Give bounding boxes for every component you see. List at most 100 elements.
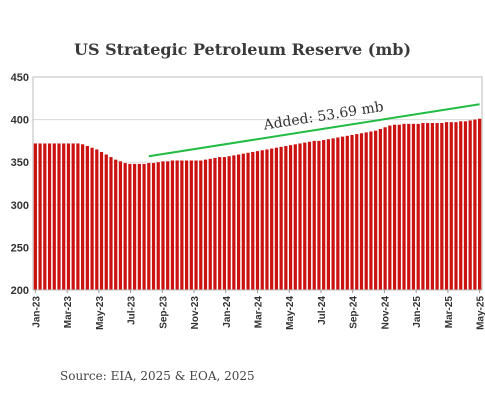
bar [189,160,193,290]
bar [322,140,326,290]
x-tick-label: May-25 [476,296,485,330]
bar [416,123,420,290]
bar [137,163,141,290]
y-tick-label: 450 [11,72,29,84]
bar [378,128,382,290]
bar [279,146,283,290]
x-tick-label: Mar-23 [63,296,74,329]
bar [227,156,231,290]
bar [359,133,364,290]
bar [151,163,156,290]
x-tick-label: Mar-24 [254,296,265,329]
bar [307,141,312,290]
bar [185,160,189,290]
bar [76,143,80,290]
bar [478,118,482,290]
bar [166,161,170,290]
bar [293,144,297,290]
bar [128,163,132,290]
bar [118,161,123,290]
bar [147,163,151,290]
bar [38,143,42,290]
bar [104,154,108,290]
x-tick-label: Jul-23 [127,296,138,325]
trend-line [148,103,480,158]
bar [246,152,250,290]
bar [175,160,179,290]
bar [203,159,208,290]
bar [199,160,203,290]
bar [218,157,222,290]
bar [241,153,245,290]
bars [33,118,482,291]
x-tick-label: Jan-23 [31,296,42,328]
x-tick-label: Nov-23 [190,296,201,330]
bar [383,127,387,291]
bar [426,123,430,290]
bar [449,122,453,290]
bar [170,160,175,290]
bar [90,147,94,290]
x-tick-label: Mar-25 [444,296,455,329]
y-tick-label: 350 [11,157,29,169]
x-tick-label: Sep-23 [158,296,169,329]
bar [374,130,378,290]
bar [331,138,335,290]
bar [326,139,330,290]
x-tick-label: Jan-25 [412,296,423,328]
bar [109,157,113,290]
bar [369,131,373,290]
bar [213,157,217,290]
bar [454,122,458,290]
bar [251,151,255,290]
y-axis: 200 250 300 350 400 450 [11,72,29,297]
bar [142,163,146,290]
bar [222,157,227,290]
bar [114,159,118,290]
bar [345,135,349,290]
bar [81,144,85,290]
chart-title: US Strategic Petroleum Reserve (mb) [73,40,412,59]
y-tick-label: 250 [11,242,29,254]
bar [463,121,468,290]
bar [468,120,472,290]
bar [95,149,99,290]
bar [265,149,269,290]
bar [392,124,397,291]
x-tick-label: Jan-24 [222,296,233,328]
bar [430,123,434,290]
bar [66,143,71,290]
bar [340,136,345,290]
bar [194,160,198,290]
bar [255,151,260,290]
bar [57,143,61,290]
bar [99,151,104,290]
bar [473,119,477,290]
bar [62,143,66,290]
source-note: Source: EIA, 2025 & EOA, 2025 [60,369,255,383]
bar [421,123,425,290]
bar [270,148,274,290]
x-tick-label: Nov-24 [380,296,391,330]
bar [435,123,439,290]
bar [402,123,406,290]
bar [411,123,416,290]
x-tick-label: Jul-24 [317,296,328,325]
bar [123,163,127,290]
x-tick-label: May-23 [95,296,106,330]
bar [52,143,56,290]
bar [350,134,354,290]
bar [397,124,401,291]
bar [180,160,184,290]
y-tick-label: 400 [11,115,29,127]
bar [133,163,137,290]
x-tick-label: May-24 [285,296,296,330]
bar [364,132,368,290]
bar [459,121,463,290]
x-axis: Jan-23 Mar-23 May-23 Jul-23 Sep-23 Nov-23 Jan-… [31,290,485,330]
bar [236,154,241,290]
bar [355,134,359,290]
bar [33,143,37,290]
bar [232,155,236,290]
